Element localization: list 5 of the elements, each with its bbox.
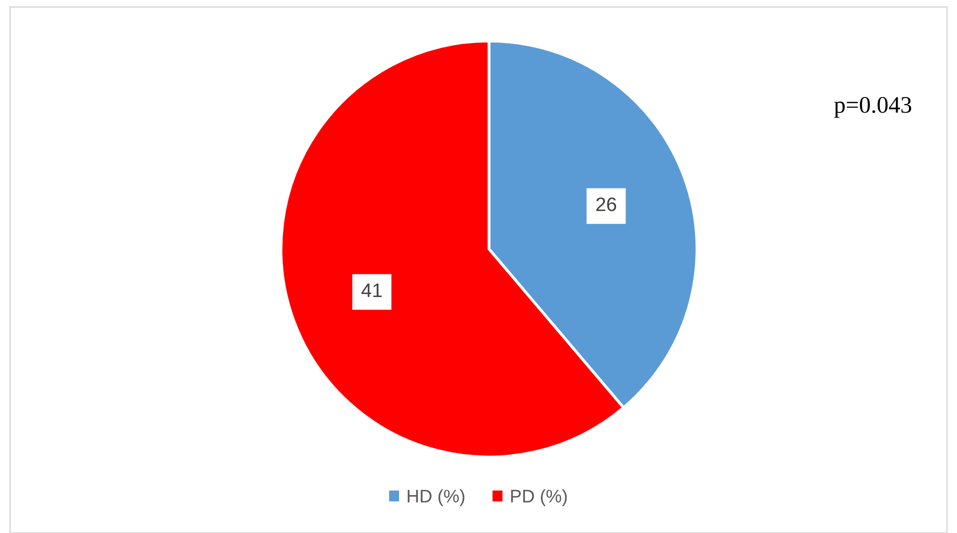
data-label: 26 (596, 197, 616, 212)
legend-label: PD (%) (511, 489, 567, 506)
text: p=0.043 (834, 96, 912, 118)
data-label: 41 (361, 284, 382, 298)
legend-label: HD (%) (408, 489, 464, 506)
